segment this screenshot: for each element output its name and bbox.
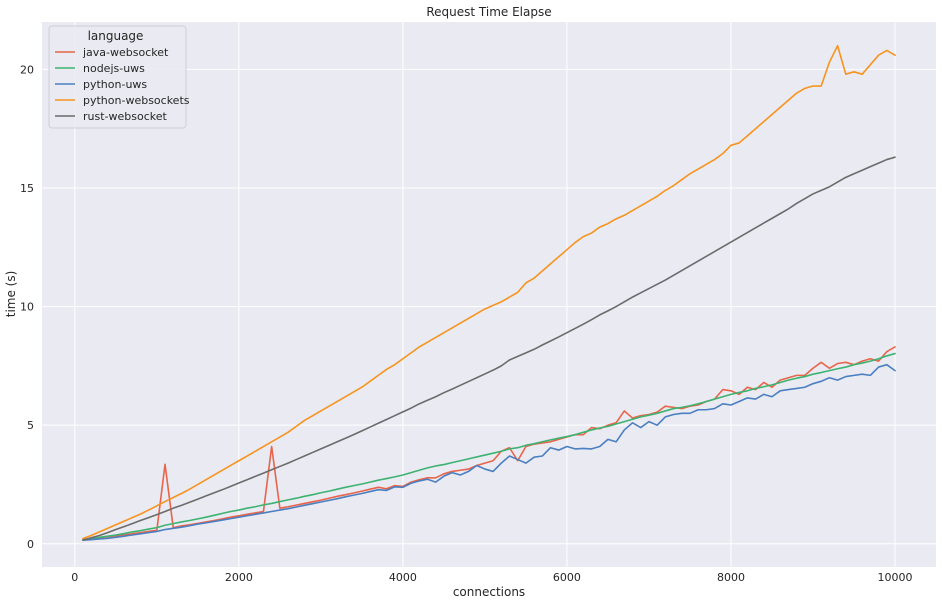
series-line-nodejs-uws [82,352,896,540]
y-tick-label: 0 [27,538,34,551]
chart-title: Request Time Elapse [426,5,551,19]
y-tick-label: 20 [20,63,34,76]
legend-entry-nodejs-uws: nodejs-uws [83,62,145,75]
x-tick-label: 6000 [553,571,581,584]
legend-box [48,25,187,129]
legend-entry-python-websockets: python-websockets [83,94,190,107]
x-tick-label: 8000 [717,571,745,584]
series-line-java-websocket [82,346,896,541]
legend: language java-websocket nodejs-uws python-u… [48,25,190,129]
x-tick-label: 2000 [225,571,253,584]
x-tick-label: 4000 [389,571,417,584]
series-lines [82,44,896,542]
x-axis-label: connections [453,585,525,599]
series-line-python-uws [82,363,896,542]
legend-entry-rust-websocket: rust-websocket [83,110,168,123]
series-line-python-websockets [82,44,896,540]
legend-entry-java-websocket: java-websocket [82,46,169,59]
plot-area [42,22,936,567]
grid [42,22,936,567]
legend-title: language [88,29,144,43]
x-tick-label: 0 [71,571,78,584]
y-tick-label: 5 [27,419,34,432]
x-tick-label: 10000 [877,571,912,584]
ticks: 0 2000 4000 6000 8000 10000 0 5 10 15 20 [20,63,912,584]
y-tick-label: 10 [20,301,34,314]
series-line-rust-websocket [82,156,896,542]
legend-entry-python-uws: python-uws [83,78,147,91]
y-tick-label: 15 [20,182,34,195]
y-axis-label: time (s) [4,271,18,318]
